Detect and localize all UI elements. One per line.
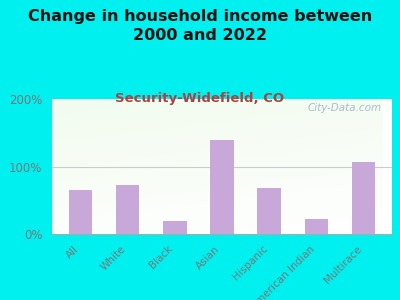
Text: Security-Widefield, CO: Security-Widefield, CO (116, 92, 284, 104)
Bar (163, 220, 186, 234)
Text: Change in household income between
2000 and 2022: Change in household income between 2000 … (28, 9, 372, 43)
Bar (258, 188, 281, 234)
Bar (210, 140, 234, 234)
Bar (68, 190, 92, 234)
Text: City-Data.com: City-Data.com (308, 103, 382, 113)
Bar (116, 185, 139, 234)
Bar (305, 219, 328, 234)
Bar (352, 162, 376, 234)
